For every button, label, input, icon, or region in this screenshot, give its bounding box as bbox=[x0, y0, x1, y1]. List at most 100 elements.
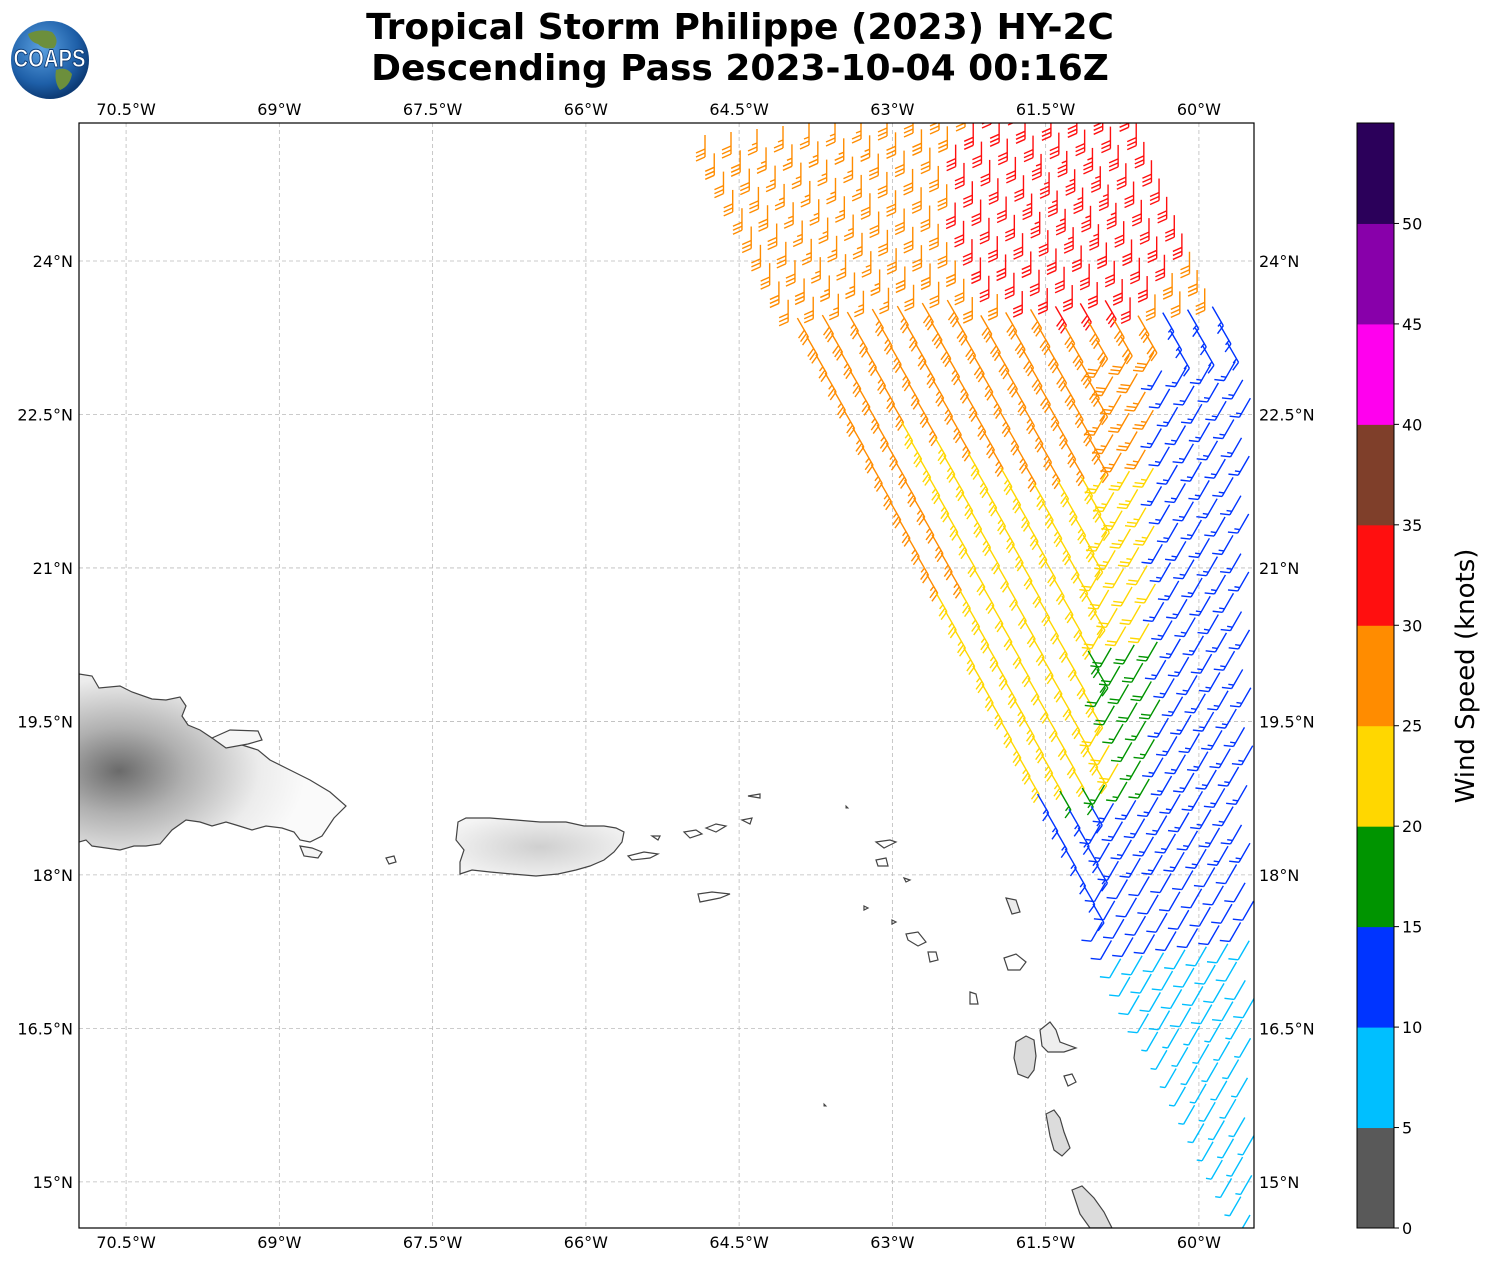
lon-tick-label-bottom: 63°W bbox=[870, 1233, 914, 1252]
wind-barb bbox=[860, 135, 871, 162]
wind-barb bbox=[1151, 970, 1174, 991]
wind-barb bbox=[1221, 379, 1244, 400]
wind-barb bbox=[945, 202, 956, 230]
wind-barb bbox=[967, 607, 981, 636]
wind-barb bbox=[1147, 236, 1158, 264]
wind-barb bbox=[1172, 870, 1194, 891]
wind-barb bbox=[1030, 211, 1041, 239]
wind-barb bbox=[1081, 921, 1103, 942]
wind-barb bbox=[1212, 534, 1234, 556]
wind-barb bbox=[1156, 464, 1178, 485]
wind-barb bbox=[778, 299, 789, 327]
colorbar-tick-label: 10 bbox=[1402, 1018, 1422, 1037]
wind-barb bbox=[904, 284, 915, 312]
wind-barb bbox=[926, 573, 939, 602]
wind-barb bbox=[1187, 1123, 1205, 1144]
wind-barb bbox=[1155, 931, 1177, 952]
wind-barb bbox=[1180, 403, 1203, 424]
wind-barb bbox=[835, 196, 846, 223]
wind-barb bbox=[954, 162, 965, 190]
wind-barb bbox=[1132, 836, 1154, 857]
wind-barb bbox=[1106, 781, 1128, 802]
wind-barb bbox=[1193, 867, 1216, 888]
wind-barb bbox=[1106, 879, 1128, 900]
wind-barb bbox=[955, 123, 966, 132]
wind-barb bbox=[1013, 233, 1024, 260]
wind-barb bbox=[997, 138, 1008, 166]
wind-barb bbox=[809, 199, 820, 226]
wind-barb bbox=[1228, 455, 1250, 476]
wind-barb bbox=[946, 144, 957, 172]
wind-barb bbox=[963, 647, 976, 675]
colorbar-segment bbox=[1357, 1027, 1394, 1129]
wind-barb bbox=[1203, 982, 1225, 1004]
wind-barb bbox=[1211, 1001, 1234, 1022]
wind-barb bbox=[1213, 1040, 1231, 1061]
wind-barb bbox=[1214, 361, 1236, 382]
wind-barb bbox=[800, 180, 811, 208]
wind-barb bbox=[1063, 227, 1074, 254]
wind-barb bbox=[1190, 809, 1212, 830]
lat-tick-label-left: 19.5°N bbox=[17, 712, 73, 731]
wind-barb bbox=[1112, 318, 1125, 347]
wind-barb bbox=[1212, 477, 1234, 498]
wind-barb bbox=[1115, 897, 1138, 918]
wind-barb bbox=[1173, 385, 1195, 406]
wind-barb bbox=[880, 327, 893, 355]
wind-barb bbox=[1007, 123, 1015, 126]
wind-barb bbox=[1201, 1062, 1219, 1083]
hispaniola-land bbox=[79, 673, 347, 851]
wind-barb bbox=[989, 123, 1000, 147]
wind-barb bbox=[1211, 306, 1224, 335]
wind-barb bbox=[1183, 1025, 1201, 1046]
lat-tick-label-right: 24°N bbox=[1259, 252, 1299, 271]
wind-barb bbox=[1165, 367, 1187, 388]
wind-barb bbox=[1195, 288, 1206, 315]
wind-barb bbox=[749, 186, 760, 214]
wind-barb bbox=[1054, 266, 1065, 294]
wind-barb bbox=[1162, 1028, 1180, 1049]
wind-barb bbox=[1090, 166, 1101, 193]
wind-barb bbox=[861, 251, 872, 278]
wind-barb bbox=[1124, 915, 1147, 936]
wind-barb bbox=[1130, 681, 1152, 702]
wind-barb bbox=[782, 144, 793, 171]
lat-tick-label-left: 18°N bbox=[33, 866, 73, 885]
wind-barb bbox=[1089, 224, 1100, 251]
wind-barb bbox=[1055, 421, 1068, 450]
wind-barb bbox=[1123, 818, 1146, 839]
wind-barb bbox=[944, 610, 957, 639]
wind-barb bbox=[1227, 571, 1250, 592]
wind-barb bbox=[1210, 1080, 1228, 1101]
dominica-land bbox=[1045, 1109, 1071, 1157]
wind-barb bbox=[1212, 419, 1235, 440]
wind-barb bbox=[1159, 891, 1181, 912]
colorbar-tick-label: 50 bbox=[1402, 214, 1422, 233]
wind-barb bbox=[826, 177, 837, 205]
wind-barb bbox=[1228, 940, 1250, 961]
wind-barb bbox=[1188, 537, 1211, 559]
lat-tick-label-right: 18°N bbox=[1259, 866, 1299, 885]
wind-barb bbox=[1220, 495, 1242, 516]
wind-barb bbox=[1148, 504, 1171, 525]
wind-barb bbox=[1121, 955, 1143, 976]
wind-barb bbox=[1126, 565, 1148, 586]
wind-barb bbox=[747, 129, 758, 156]
wind-barb bbox=[1075, 129, 1086, 157]
wind-barb bbox=[1234, 1037, 1252, 1058]
wind-barb bbox=[1111, 586, 1133, 607]
wind-barb bbox=[1222, 1059, 1240, 1080]
wind-barb bbox=[1194, 964, 1216, 985]
wind-barb bbox=[1156, 522, 1179, 543]
wind-barb bbox=[963, 181, 973, 208]
lat-tick-label-left: 16.5°N bbox=[17, 1019, 73, 1038]
wind-barb bbox=[1095, 863, 1109, 892]
wind-barb bbox=[1141, 1031, 1159, 1052]
wind-barb bbox=[1012, 291, 1023, 318]
lat-tick-label-left: 22.5°N bbox=[17, 405, 73, 424]
wind-barb bbox=[1198, 672, 1221, 693]
wind-barb bbox=[1095, 339, 1109, 368]
wind-barb bbox=[1211, 903, 1233, 924]
wind-barb bbox=[1079, 726, 1102, 747]
wind-barb bbox=[1155, 254, 1166, 282]
